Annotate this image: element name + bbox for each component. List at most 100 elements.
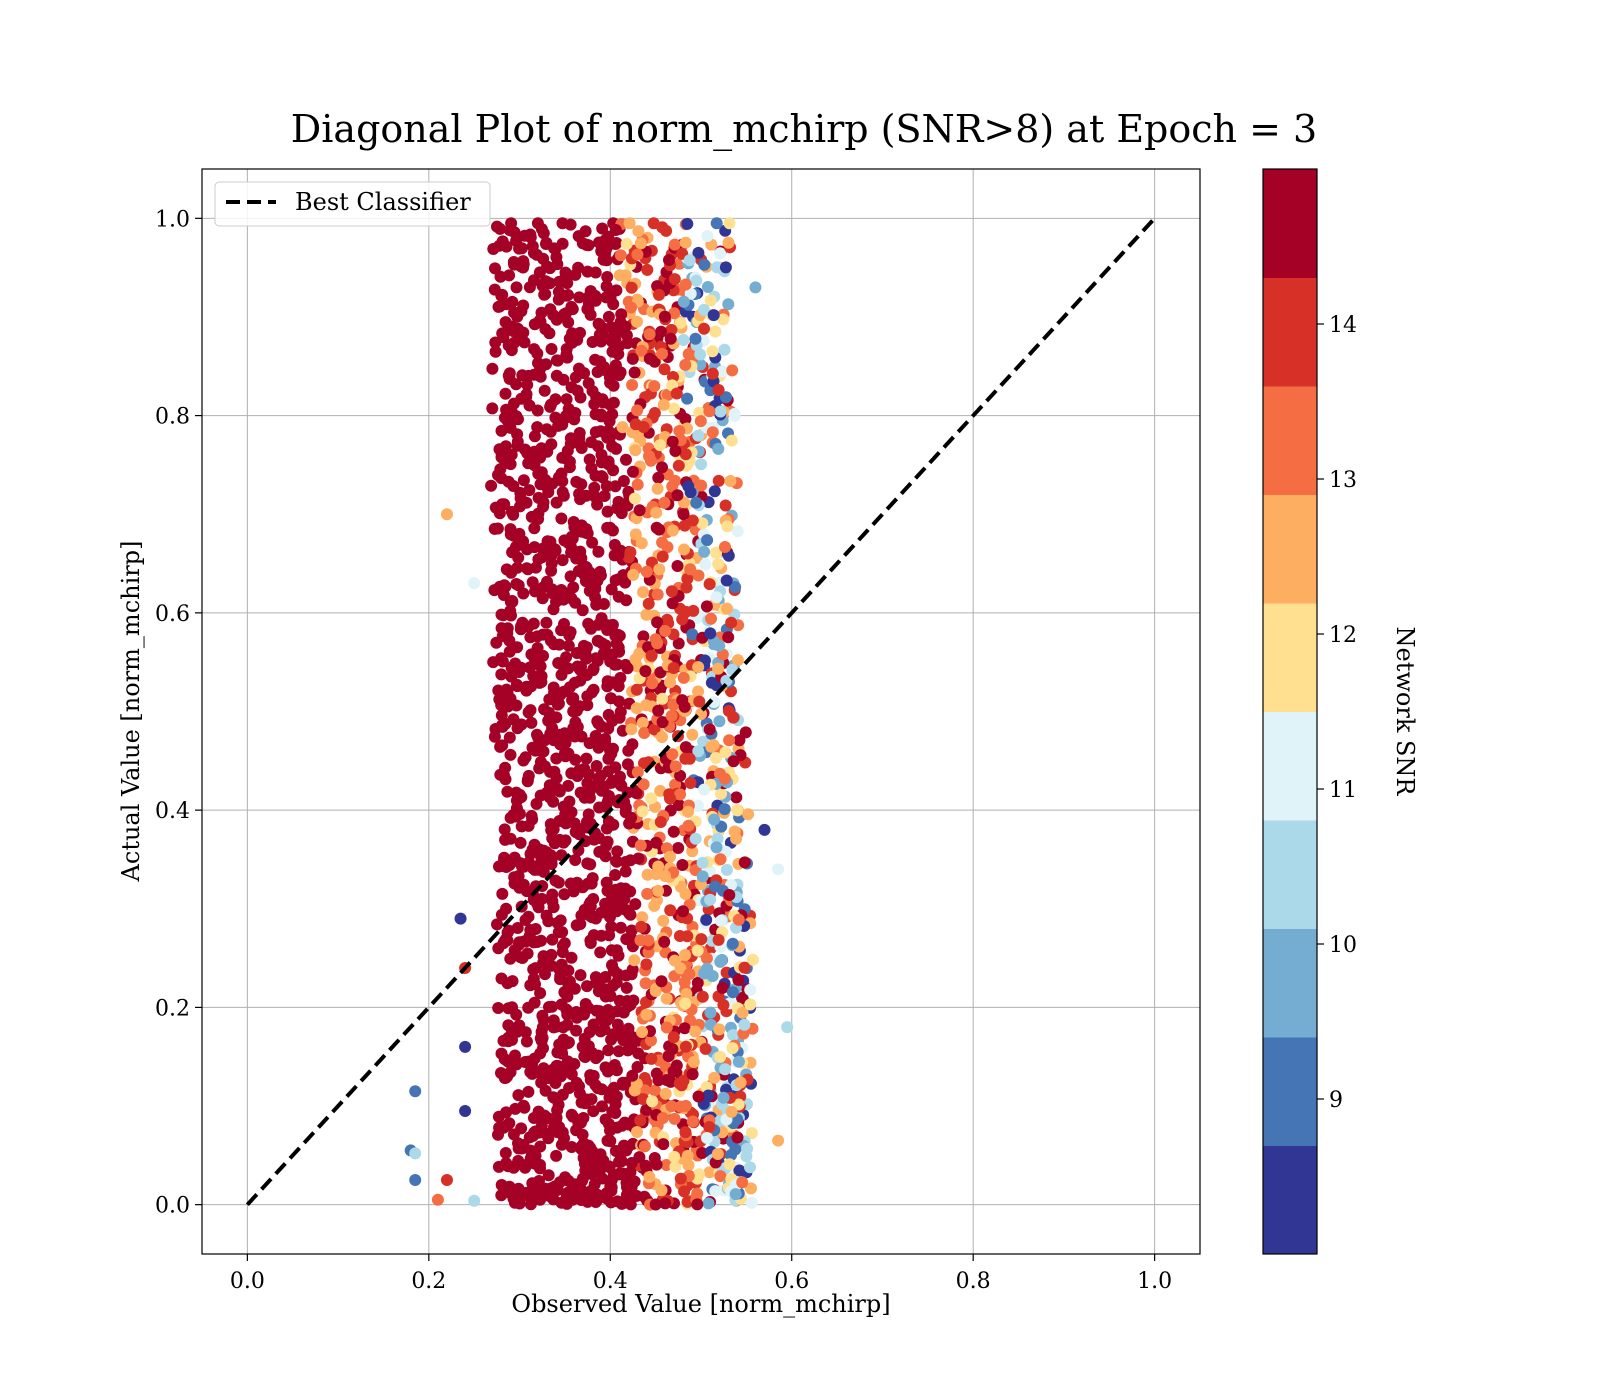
scatter-point xyxy=(669,778,682,791)
scatter-point xyxy=(637,778,650,791)
scatter-point xyxy=(614,921,627,934)
scatter-point xyxy=(669,445,682,457)
scatter-point xyxy=(512,1142,525,1155)
scatter-point xyxy=(592,772,605,785)
scatter-point xyxy=(531,347,544,360)
scatter-point xyxy=(533,762,546,775)
scatter-point xyxy=(633,1151,646,1164)
scatter-point xyxy=(727,755,740,768)
scatter-point xyxy=(531,421,544,434)
scatter-point xyxy=(532,491,545,504)
scatter-point xyxy=(736,992,749,1005)
scatter-point xyxy=(654,784,667,797)
scatter-point xyxy=(714,405,727,418)
scatter-point xyxy=(583,737,596,750)
scatter-point xyxy=(589,266,602,279)
scatter-point xyxy=(637,630,650,643)
scatter-point xyxy=(546,832,559,845)
scatter-point xyxy=(607,742,619,755)
scatter-point xyxy=(667,662,680,674)
scatter-point xyxy=(505,505,518,518)
scatter-point xyxy=(722,298,735,311)
scatter-point xyxy=(645,792,658,805)
scatter-point xyxy=(564,218,577,231)
scatter-point xyxy=(640,565,653,578)
scatter-point xyxy=(646,1095,659,1108)
scatter-point xyxy=(523,484,536,497)
colorbar-bin xyxy=(1263,169,1317,278)
scatter-point xyxy=(600,798,613,811)
scatter-point xyxy=(700,952,713,965)
scatter-point xyxy=(677,295,690,308)
scatter-point xyxy=(731,1131,744,1144)
scatter-point xyxy=(668,1150,681,1163)
scatter-point xyxy=(686,628,699,641)
scatter-point xyxy=(714,955,727,968)
scatter-point xyxy=(728,825,741,838)
scatter-point xyxy=(547,795,560,808)
scatter-point xyxy=(565,546,578,559)
scatter-point xyxy=(726,1042,739,1055)
scatter-point xyxy=(558,888,571,901)
scatter-point xyxy=(701,1132,713,1144)
scatter-point xyxy=(593,236,605,249)
scatter-point xyxy=(496,327,509,340)
scatter-point xyxy=(631,1061,644,1073)
scatter-point xyxy=(630,702,643,715)
scatter-point xyxy=(569,596,582,609)
scatter-point xyxy=(596,637,608,650)
scatter-point xyxy=(659,1087,672,1100)
scatter-point xyxy=(634,839,647,852)
scatter-point xyxy=(528,670,541,683)
scatter-point xyxy=(535,223,548,236)
scatter-point xyxy=(634,1114,647,1127)
scatter-point xyxy=(725,434,738,447)
scatter-point xyxy=(658,363,671,376)
scatter-point xyxy=(719,261,732,274)
scatter-point xyxy=(620,1144,633,1157)
scatter-point xyxy=(672,637,685,650)
scatter-point xyxy=(579,225,592,238)
scatter-point xyxy=(703,578,716,591)
y-tick-label: 1.0 xyxy=(155,207,190,232)
colorbar-bin xyxy=(1263,711,1317,821)
scatter-point xyxy=(409,1174,422,1187)
scatter-point xyxy=(709,1185,722,1198)
scatter-point xyxy=(657,1138,670,1151)
scatter-point xyxy=(708,813,721,826)
scatter-point xyxy=(575,730,588,743)
scatter-point xyxy=(521,543,533,556)
scatter-point xyxy=(622,551,635,564)
scatter-point xyxy=(600,839,613,852)
scatter-point xyxy=(655,975,668,988)
scatter-point xyxy=(678,543,690,556)
scatter-point xyxy=(603,1062,616,1075)
scatter-point xyxy=(665,709,678,722)
scatter-point xyxy=(513,788,526,801)
scatter-point xyxy=(611,502,624,515)
scatter-point xyxy=(655,325,668,338)
scatter-point xyxy=(502,1031,515,1044)
scatter-point xyxy=(486,402,499,415)
scatter-point xyxy=(729,581,742,594)
scatter-point xyxy=(520,885,533,898)
scatter-point xyxy=(565,1141,578,1153)
scatter-point xyxy=(610,855,623,868)
scatter-point xyxy=(660,1021,673,1034)
scatter-point xyxy=(652,704,665,717)
scatter-point xyxy=(731,525,744,538)
scatter-point xyxy=(540,358,552,371)
scatter-point xyxy=(545,343,558,355)
scatter-point xyxy=(516,616,529,629)
scatter-point xyxy=(637,1093,650,1106)
scatter-point xyxy=(598,331,611,344)
scatter-point xyxy=(556,1126,569,1139)
scatter-point xyxy=(577,1152,590,1164)
scatter-point xyxy=(639,1159,652,1172)
scatter-point xyxy=(734,1076,747,1089)
scatter-point xyxy=(454,912,467,925)
scatter-point xyxy=(609,480,622,493)
scatter-point xyxy=(606,715,619,727)
scatter-point xyxy=(602,230,615,243)
